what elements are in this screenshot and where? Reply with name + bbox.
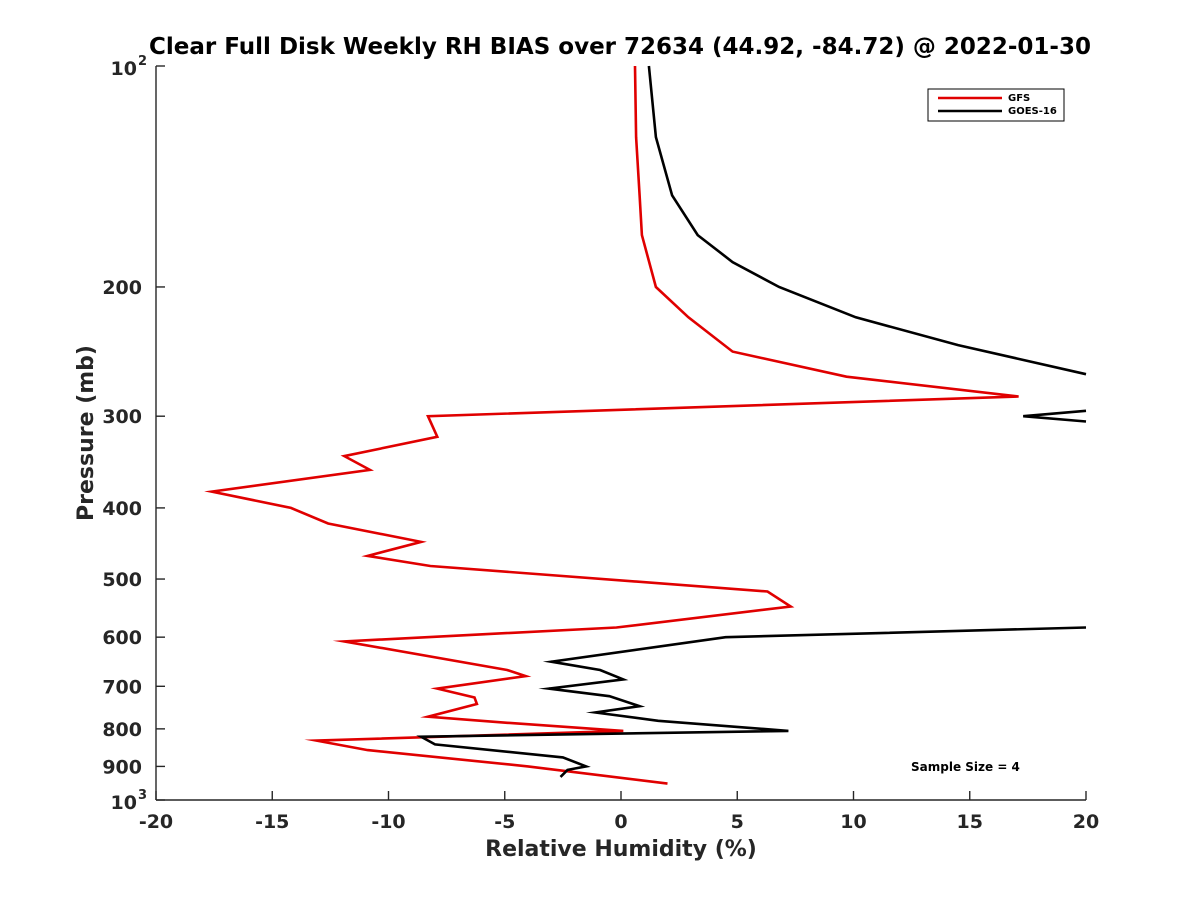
y-tick-label: 400 xyxy=(102,498,142,520)
y-tick-label: 900 xyxy=(102,756,142,778)
sample-size-annotation: Sample Size = 4 xyxy=(911,760,1020,774)
x-tick-label: 10 xyxy=(840,811,866,833)
series-line-goes16 xyxy=(416,65,1087,778)
chart-title: Clear Full Disk Weekly RH BIAS over 7263… xyxy=(149,34,1091,60)
x-tick-label: 20 xyxy=(1073,811,1099,833)
y-tick-label: 600 xyxy=(102,627,142,649)
y-tick-label: 500 xyxy=(102,569,142,591)
x-tick-label: -15 xyxy=(255,811,289,833)
x-axis-label: Relative Humidity (%) xyxy=(485,837,757,862)
y-tick-label-exponent: 2 xyxy=(138,54,147,69)
legend: GFS GOES-16 xyxy=(927,88,1065,122)
y-axis-label: Pressure (mb) xyxy=(74,345,99,521)
x-tick-label: 5 xyxy=(731,811,744,833)
plot-area: -20 -15 -10 -5 0 5 10 15 20 10 220030040050060070… xyxy=(102,54,1099,833)
x-tick-label: -5 xyxy=(494,811,515,833)
legend-box xyxy=(927,88,1065,122)
legend-label-goes16: GOES-16 xyxy=(1008,106,1057,117)
x-tick-label: -20 xyxy=(139,811,173,833)
x-tick-label: 15 xyxy=(957,811,983,833)
y-tick-label: 700 xyxy=(102,676,142,698)
y-tick-label-base: 10 xyxy=(111,792,137,814)
x-ticks: -20 -15 -10 -5 0 5 10 15 20 xyxy=(139,791,1099,833)
y-tick-label: 300 xyxy=(102,406,142,428)
legend-label-gfs: GFS xyxy=(1008,93,1030,104)
x-tick-label: -10 xyxy=(371,811,405,833)
series-layer xyxy=(204,65,1087,785)
y-tick-label: 200 xyxy=(102,277,142,299)
y-tick-label: 800 xyxy=(102,719,142,741)
y-tick-label-base: 10 xyxy=(111,58,137,80)
series-line-gfs xyxy=(204,65,1019,785)
x-tick-label: 0 xyxy=(614,811,627,833)
y-tick-label-exponent: 3 xyxy=(138,788,147,803)
